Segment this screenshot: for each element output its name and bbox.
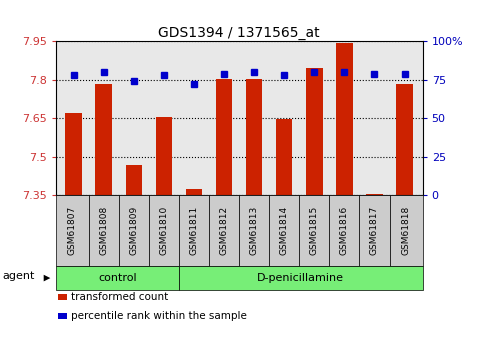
Text: GSM61818: GSM61818 (401, 206, 411, 255)
Bar (276, 119, 293, 195)
Text: GSM61813: GSM61813 (250, 206, 258, 255)
Bar (216, 79, 232, 195)
Text: GSM61815: GSM61815 (310, 206, 319, 255)
Bar (96, 83, 112, 195)
Text: percentile rank within the sample: percentile rank within the sample (71, 312, 246, 321)
Text: transformed count: transformed count (71, 293, 168, 302)
Bar (366, 194, 383, 195)
Text: D-penicillamine: D-penicillamine (257, 273, 344, 283)
Bar (156, 117, 172, 195)
Title: GDS1394 / 1371565_at: GDS1394 / 1371565_at (158, 26, 320, 40)
Bar (126, 166, 142, 195)
Text: GSM61814: GSM61814 (280, 206, 289, 255)
Bar (65, 113, 82, 195)
Bar (396, 83, 413, 195)
Text: GSM61810: GSM61810 (159, 206, 169, 255)
Text: GSM61811: GSM61811 (189, 206, 199, 255)
Bar (246, 79, 262, 195)
Bar (306, 68, 323, 195)
Text: GSM61807: GSM61807 (68, 206, 77, 255)
Text: control: control (98, 273, 137, 283)
Bar (185, 188, 202, 195)
Text: GSM61816: GSM61816 (340, 206, 349, 255)
Text: GSM61809: GSM61809 (129, 206, 138, 255)
Text: GSM61817: GSM61817 (370, 206, 379, 255)
Text: agent: agent (2, 272, 35, 281)
Text: GSM61808: GSM61808 (99, 206, 108, 255)
Text: GSM61812: GSM61812 (220, 206, 228, 255)
Bar (336, 43, 353, 195)
